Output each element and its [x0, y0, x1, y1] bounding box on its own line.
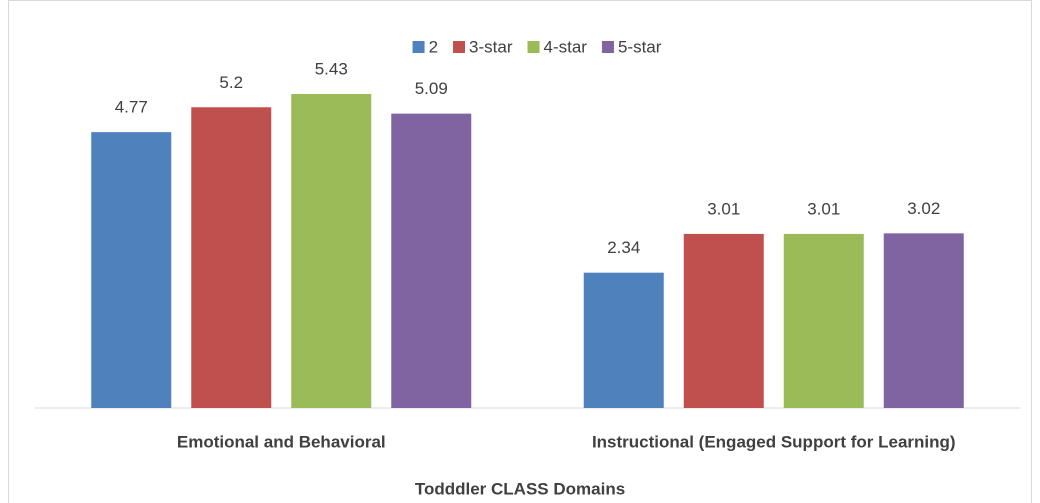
legend-swatch: [412, 41, 425, 53]
bar: [391, 113, 472, 409]
bar: [291, 93, 372, 408]
bar: [883, 233, 964, 408]
legend-label: 3-star: [469, 37, 513, 56]
data-label: 5.09: [415, 79, 448, 98]
data-label: 3.02: [907, 199, 940, 218]
bar: [683, 233, 764, 408]
bar: [91, 132, 172, 408]
legend-swatch: [527, 41, 540, 53]
bar: [783, 233, 864, 408]
bar: [583, 272, 664, 408]
legend-label: 5-star: [618, 37, 662, 56]
data-label: 5.43: [315, 59, 348, 78]
x-tick-label: Instructional (Engaged Support for Learn…: [592, 432, 956, 451]
legend-swatch: [453, 41, 466, 53]
legend-label: 2: [429, 37, 438, 56]
bar: [191, 107, 272, 409]
legend-swatch: [601, 41, 614, 53]
data-label: 4.77: [115, 98, 148, 117]
data-label: 2.34: [607, 238, 640, 257]
data-label: 3.01: [807, 199, 840, 218]
x-tick-label: Emotional and Behavioral: [177, 432, 386, 451]
legend-label: 4-star: [544, 37, 588, 56]
data-label: 5.2: [219, 73, 243, 92]
data-label: 3.01: [707, 199, 740, 218]
x-axis-title: Todddler CLASS Domains: [415, 479, 625, 498]
